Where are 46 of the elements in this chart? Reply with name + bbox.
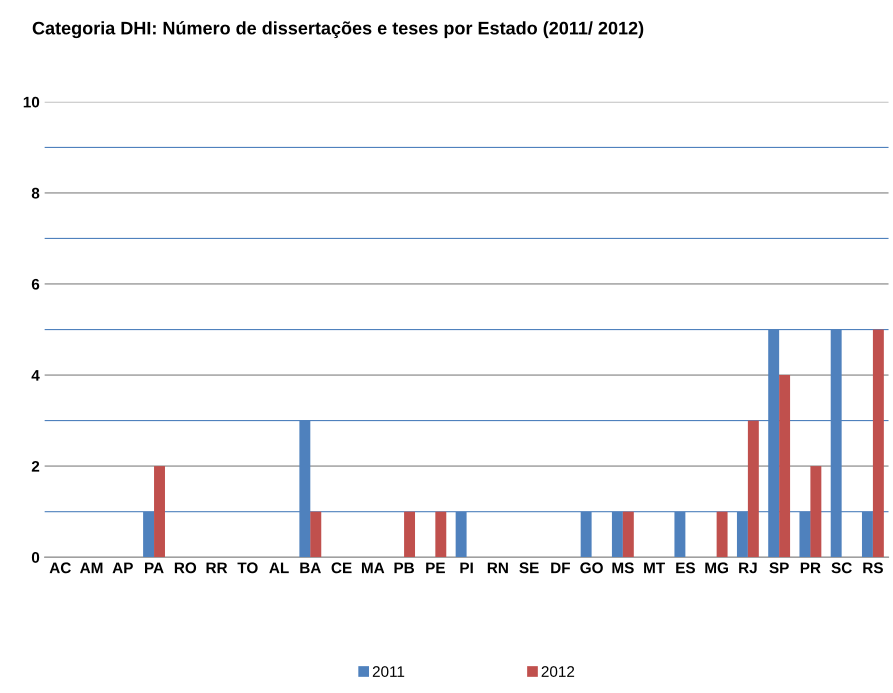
x-tick-label: MS <box>612 562 634 574</box>
x-tick-label: RO <box>174 562 196 574</box>
y-tick-label: 0 <box>32 552 40 563</box>
x-tick-label: PI <box>460 562 473 574</box>
bar <box>404 512 416 558</box>
x-tick-label: PR <box>800 562 821 574</box>
x-tick-label: SC <box>831 562 852 574</box>
legend-label: 2011 <box>372 666 404 677</box>
x-tick-label: AL <box>269 562 289 574</box>
bar <box>154 466 165 558</box>
x-tick-label: ES <box>676 562 695 574</box>
x-tick-label: PA <box>145 562 164 574</box>
y-tick-label: 10 <box>24 96 40 108</box>
x-tick-label: RR <box>206 562 228 574</box>
x-tick-label: PB <box>394 562 414 574</box>
x-tick-label: CE <box>332 562 352 574</box>
bar <box>622 512 634 558</box>
x-tick-label: AM <box>80 562 102 574</box>
x-tick-label: GO <box>580 562 603 574</box>
bar <box>748 420 759 558</box>
bar <box>872 330 884 558</box>
bar <box>716 512 728 558</box>
x-tick-label: AP <box>112 562 133 574</box>
x-tick-label: SE <box>519 562 539 574</box>
x-tick-label: RS <box>863 562 883 574</box>
legend-label: 2012 <box>542 666 574 677</box>
x-tick-label: SP <box>769 562 789 574</box>
y-tick-label: 6 <box>32 278 40 290</box>
bar <box>810 466 822 558</box>
x-tick-label: MT <box>644 562 665 574</box>
x-tick-label: AC <box>50 562 71 574</box>
x-tick-label: MA <box>362 562 384 574</box>
bar <box>310 512 322 558</box>
bar <box>779 375 790 558</box>
x-tick-label: PE <box>426 562 445 574</box>
y-tick-label: 4 <box>32 370 40 381</box>
x-tick-label: TO <box>238 562 258 574</box>
x-tick-label: DF <box>551 562 570 574</box>
y-tick-label: 2 <box>32 460 40 472</box>
x-tick-label: BA <box>300 562 321 574</box>
x-tick-label: MG <box>705 562 728 574</box>
chart-title: Categoria DHI: Número de dissertações e teses por Estado (2011/ 2012) <box>32 21 644 38</box>
x-tick-label: RN <box>488 562 508 574</box>
x-tick-label: RJ <box>739 562 757 574</box>
y-tick-label: 8 <box>32 188 40 199</box>
bar <box>435 512 446 558</box>
